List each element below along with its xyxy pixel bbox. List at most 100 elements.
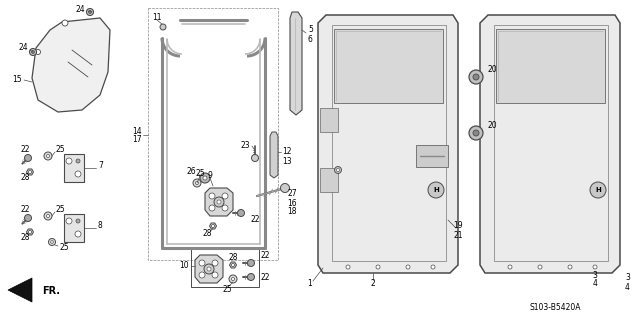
Circle shape — [75, 231, 81, 237]
Bar — [191, 249, 259, 287]
Circle shape — [237, 210, 244, 217]
Circle shape — [200, 173, 210, 183]
Text: 24: 24 — [18, 44, 28, 52]
Circle shape — [568, 265, 572, 269]
Circle shape — [346, 265, 350, 269]
Circle shape — [66, 158, 72, 164]
Circle shape — [32, 51, 35, 53]
Text: 23: 23 — [241, 140, 250, 149]
Text: H: H — [595, 187, 601, 193]
Polygon shape — [210, 223, 216, 229]
Circle shape — [590, 182, 606, 198]
Polygon shape — [480, 15, 620, 273]
Circle shape — [75, 171, 81, 177]
Polygon shape — [8, 278, 32, 302]
Circle shape — [217, 200, 221, 204]
Text: 8: 8 — [98, 220, 103, 229]
Text: 20: 20 — [488, 66, 498, 75]
Circle shape — [232, 277, 234, 281]
Circle shape — [204, 264, 214, 274]
Circle shape — [212, 260, 218, 266]
Circle shape — [199, 272, 205, 278]
Polygon shape — [230, 262, 237, 268]
Circle shape — [207, 267, 211, 271]
Circle shape — [203, 176, 207, 180]
Text: FR.: FR. — [42, 286, 60, 296]
Circle shape — [214, 197, 224, 207]
Circle shape — [193, 179, 201, 187]
Text: 25: 25 — [56, 205, 66, 214]
Polygon shape — [290, 12, 302, 115]
Text: 19: 19 — [453, 220, 463, 229]
Circle shape — [209, 205, 215, 211]
Text: 18: 18 — [287, 207, 296, 217]
Text: 22: 22 — [260, 251, 270, 260]
Circle shape — [25, 155, 32, 162]
Text: 16: 16 — [287, 198, 297, 207]
Polygon shape — [27, 169, 34, 175]
Circle shape — [469, 70, 483, 84]
Circle shape — [199, 260, 205, 266]
Circle shape — [46, 214, 49, 218]
Circle shape — [44, 152, 52, 160]
Circle shape — [46, 155, 49, 157]
Polygon shape — [496, 29, 605, 103]
Polygon shape — [334, 29, 443, 103]
Circle shape — [406, 265, 410, 269]
Text: 22: 22 — [260, 273, 270, 282]
Circle shape — [89, 11, 92, 13]
Text: 15: 15 — [13, 76, 22, 84]
Circle shape — [428, 182, 444, 198]
Circle shape — [473, 74, 479, 80]
Circle shape — [376, 265, 380, 269]
Circle shape — [49, 238, 56, 245]
Text: S103-B5420A: S103-B5420A — [530, 303, 582, 313]
Circle shape — [248, 274, 254, 281]
Circle shape — [76, 159, 80, 163]
Circle shape — [337, 169, 339, 172]
Circle shape — [160, 24, 166, 30]
Text: 11: 11 — [152, 13, 161, 22]
Bar — [320, 168, 338, 192]
Polygon shape — [195, 255, 223, 283]
Circle shape — [51, 241, 53, 243]
Circle shape — [222, 205, 228, 211]
Text: 9: 9 — [207, 172, 212, 180]
Text: 25: 25 — [222, 284, 232, 293]
Circle shape — [30, 49, 37, 55]
Circle shape — [28, 171, 32, 173]
Circle shape — [229, 275, 237, 283]
Circle shape — [87, 9, 94, 15]
Text: 25: 25 — [56, 146, 66, 155]
Polygon shape — [27, 229, 34, 235]
Text: 24: 24 — [75, 5, 85, 14]
Bar — [64, 214, 84, 242]
Text: 22: 22 — [250, 215, 260, 225]
Text: 28: 28 — [20, 173, 30, 182]
Text: 10: 10 — [179, 260, 189, 269]
Text: 1: 1 — [308, 278, 312, 287]
Circle shape — [28, 230, 32, 234]
Text: 7: 7 — [98, 161, 103, 170]
Circle shape — [44, 212, 52, 220]
Polygon shape — [32, 18, 110, 112]
Text: 4: 4 — [625, 284, 630, 292]
Text: 25: 25 — [195, 169, 205, 178]
Bar — [320, 108, 338, 132]
Polygon shape — [205, 188, 233, 216]
Circle shape — [593, 265, 597, 269]
Circle shape — [66, 218, 72, 224]
Circle shape — [280, 183, 289, 193]
Text: 12: 12 — [282, 148, 292, 156]
Text: 27: 27 — [287, 188, 297, 197]
Circle shape — [538, 265, 542, 269]
Text: 22: 22 — [20, 146, 30, 155]
Polygon shape — [318, 15, 458, 273]
Text: 28: 28 — [20, 234, 30, 243]
Text: H: H — [433, 187, 439, 193]
Text: 6: 6 — [308, 35, 313, 44]
Circle shape — [196, 181, 199, 185]
Bar — [64, 154, 84, 182]
Circle shape — [473, 130, 479, 136]
Text: 3: 3 — [592, 270, 598, 279]
